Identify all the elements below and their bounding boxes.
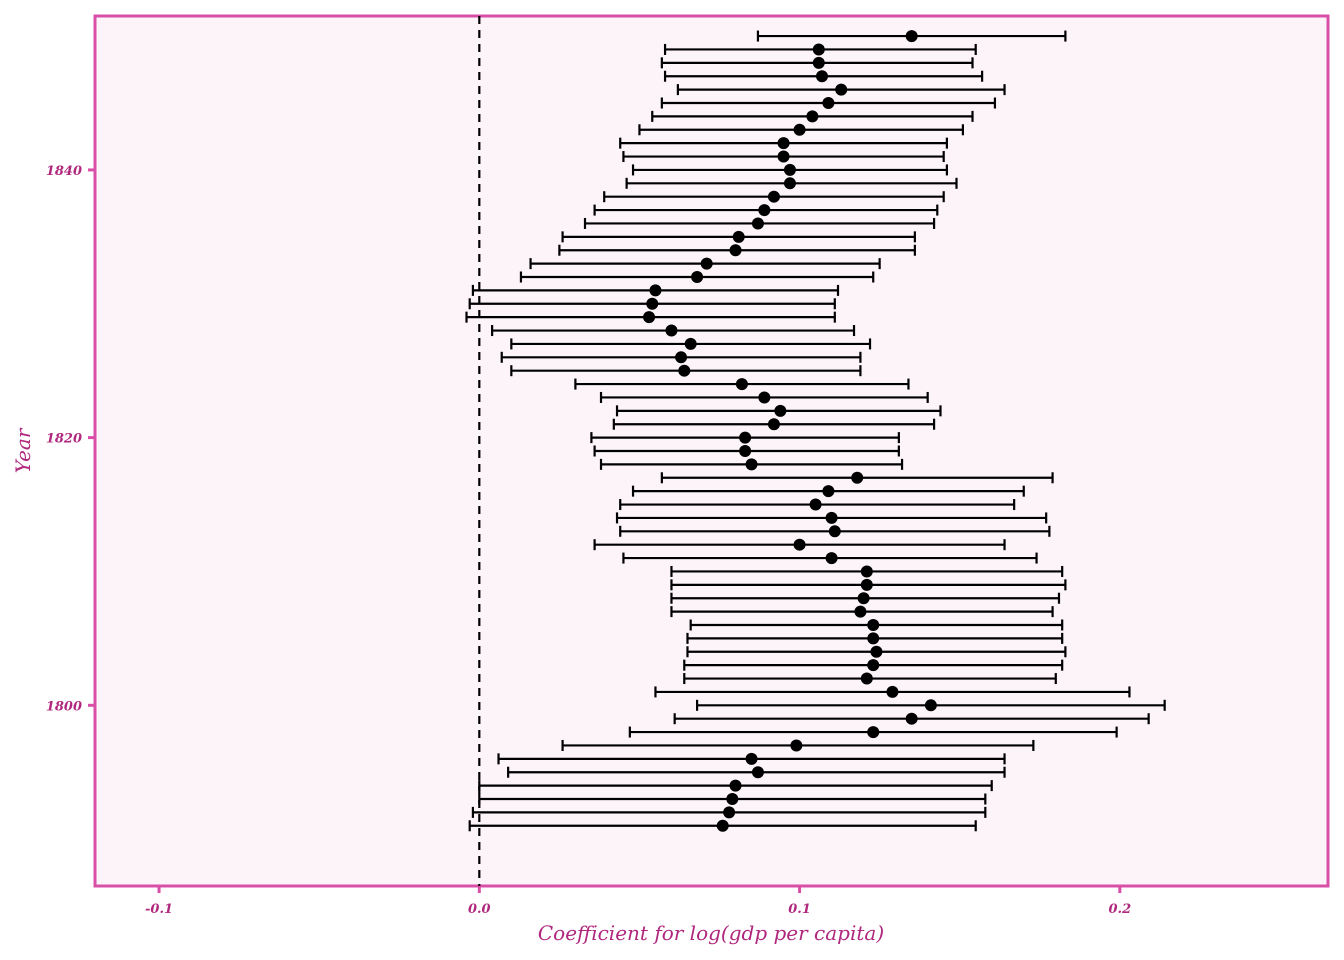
y-axis: 1800 1820 1840: [46, 164, 94, 714]
x-tick-label: 0.0: [468, 902, 491, 917]
estimate-point-1798: [867, 726, 880, 739]
estimate-point-1791: [716, 819, 729, 832]
estimate-point-1821: [767, 418, 780, 431]
estimate-point-1838: [767, 190, 780, 203]
estimate-point-1806: [867, 619, 880, 631]
estimate-point-1845: [822, 97, 835, 109]
y-tick-label: 1800: [46, 699, 82, 714]
estimate-point-1799: [905, 712, 918, 725]
estimate-point-1828: [665, 324, 678, 337]
estimate-point-1849: [812, 43, 825, 56]
estimate-point-1850: [905, 30, 918, 43]
estimate-point-1839: [783, 177, 796, 190]
x-tick-label: 0.2: [1109, 902, 1132, 917]
estimate-point-1846: [835, 83, 848, 96]
estimate-point-1833: [700, 257, 713, 270]
estimate-point-1801: [886, 685, 899, 698]
estimate-point-1826: [675, 351, 688, 364]
estimate-point-1817: [851, 471, 864, 484]
estimate-point-1794: [729, 779, 742, 792]
estimate-point-1840: [783, 163, 796, 176]
estimate-point-1823: [758, 391, 771, 404]
estimate-point-1825: [678, 364, 691, 377]
estimate-point-1807: [854, 605, 867, 618]
estimate-point-1847: [815, 70, 828, 83]
y-tick-label: 1840: [46, 164, 82, 179]
estimate-point-1811: [825, 552, 838, 565]
estimate-point-1802: [860, 672, 873, 685]
estimate-point-1808: [857, 592, 870, 605]
estimate-point-1809: [860, 578, 873, 591]
estimate-point-1804: [870, 645, 883, 658]
estimate-point-1810: [860, 565, 873, 578]
estimate-point-1831: [649, 284, 662, 297]
estimate-point-1793: [726, 793, 739, 805]
estimate-point-1816: [822, 485, 835, 498]
estimate-point-1842: [777, 137, 790, 150]
estimate-point-1820: [739, 431, 752, 444]
estimate-point-1797: [790, 739, 803, 752]
estimate-point-1841: [777, 150, 790, 163]
estimate-point-1824: [735, 378, 748, 391]
estimate-point-1835: [732, 230, 745, 243]
point-estimates: [643, 30, 937, 832]
estimate-point-1795: [751, 766, 764, 779]
estimate-point-1800: [924, 699, 937, 712]
y-axis-title: Year: [11, 427, 35, 473]
estimate-point-1818: [745, 458, 758, 471]
x-tick-label: 0.1: [788, 902, 811, 917]
estimate-point-1830: [646, 297, 659, 310]
estimate-point-1837: [758, 204, 771, 217]
estimate-point-1827: [684, 337, 697, 350]
x-axis-title: Coefficient for log(gdp per capita): [538, 921, 884, 945]
estimate-point-1844: [806, 110, 819, 123]
estimate-point-1792: [723, 806, 736, 819]
estimate-point-1803: [867, 659, 880, 672]
x-axis: -0.1 0.0 0.1 0.2: [145, 887, 1131, 917]
estimate-point-1836: [751, 217, 764, 230]
y-tick-label: 1820: [46, 432, 82, 447]
estimate-point-1796: [745, 752, 758, 765]
estimate-point-1829: [643, 311, 656, 324]
estimate-point-1848: [812, 56, 825, 69]
estimate-point-1832: [691, 271, 704, 283]
estimate-point-1834: [729, 244, 742, 257]
x-tick-label: -0.1: [145, 902, 173, 917]
estimate-point-1819: [739, 445, 752, 457]
estimate-point-1814: [825, 511, 838, 524]
estimate-point-1822: [774, 404, 787, 417]
estimate-point-1843: [793, 123, 806, 136]
estimate-point-1805: [867, 632, 880, 645]
estimate-point-1812: [793, 538, 806, 551]
estimate-point-1813: [828, 525, 841, 538]
estimate-point-1815: [809, 498, 822, 511]
